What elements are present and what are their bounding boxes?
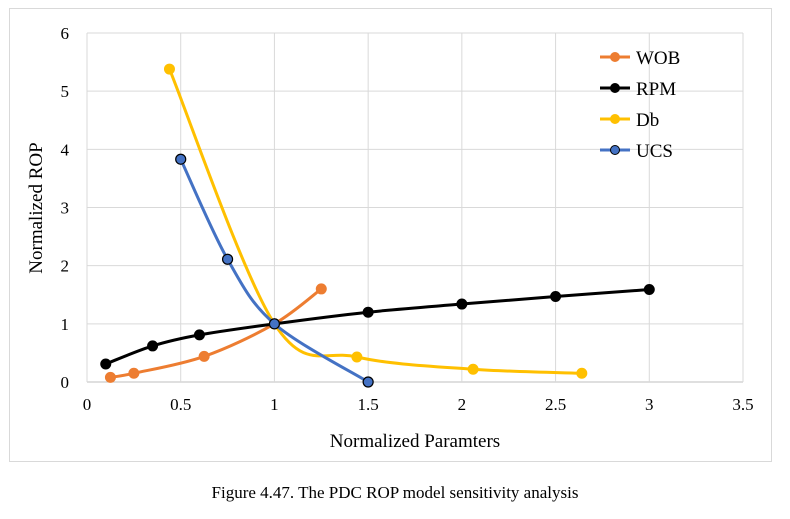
series-line-ucs xyxy=(179,157,370,384)
x-tick-label: 1.5 xyxy=(358,395,379,414)
y-tick-label: 4 xyxy=(61,140,70,159)
data-point-db xyxy=(163,63,175,75)
x-tick-label: 0 xyxy=(83,395,92,414)
data-point-rpm xyxy=(643,284,655,296)
y-tick-label: 6 xyxy=(61,24,70,43)
data-point-ucs xyxy=(268,318,281,330)
y-tick-label: 0 xyxy=(61,373,70,392)
legend-item-db: Db xyxy=(600,110,659,131)
data-point-rpm xyxy=(147,340,159,352)
legend-label: WOB xyxy=(636,48,680,69)
data-point-wob xyxy=(198,350,210,362)
x-tick-label: 0.5 xyxy=(170,395,191,414)
legend-swatch-marker xyxy=(610,114,620,124)
legend-swatch-marker xyxy=(610,145,620,155)
x-tick-label: 2.5 xyxy=(545,395,566,414)
legend-item-wob: WOB xyxy=(600,48,680,69)
legend-item-ucs: UCS xyxy=(600,141,673,162)
grid xyxy=(86,32,744,383)
y-tick-label: 2 xyxy=(61,257,70,276)
data-point-ucs xyxy=(175,153,187,165)
data-point-ucs xyxy=(362,376,374,388)
series-line-db xyxy=(167,67,584,375)
y-tick-label: 1 xyxy=(61,315,70,334)
legend-label: Db xyxy=(636,110,659,131)
sensitivity-chart: 0 0.5 1 1.5 2 2.5 3 3.5 0 1 2 3 4 5 6 Normalized Para… xyxy=(26,24,754,452)
x-tick-labels: 0 0.5 1 1.5 2 2.5 3 3.5 xyxy=(83,395,754,414)
x-tick-label: 3.5 xyxy=(732,395,753,414)
legend-label: UCS xyxy=(636,141,673,162)
data-point-rpm xyxy=(456,298,468,310)
data-point-rpm xyxy=(193,329,205,341)
data-point-rpm xyxy=(550,290,562,302)
data-point-wob xyxy=(128,367,140,379)
legend: WOB RPM Db UCS xyxy=(600,48,680,162)
chart-frame xyxy=(9,8,772,462)
series-points xyxy=(100,63,655,388)
data-point-rpm xyxy=(362,306,374,318)
data-point-rpm xyxy=(100,358,112,370)
data-point-db xyxy=(467,363,479,375)
y-tick-label: 5 xyxy=(61,82,70,101)
x-tick-label: 1 xyxy=(270,395,279,414)
y-axis-title: Normalized ROP xyxy=(26,142,47,273)
series-line-rpm xyxy=(104,288,651,366)
legend-swatch-marker xyxy=(610,52,620,62)
data-point-db xyxy=(576,367,588,379)
x-tick-label: 2 xyxy=(458,395,467,414)
legend-swatch-marker xyxy=(610,83,620,93)
legend-item-rpm: RPM xyxy=(600,79,676,100)
x-axis-title: Normalized Paramters xyxy=(330,431,500,452)
data-point-ucs xyxy=(221,253,234,265)
y-tick-label: 3 xyxy=(61,199,70,218)
figure-caption: Figure 4.47. The PDC ROP model sensitivi… xyxy=(211,483,579,502)
x-tick-label: 3 xyxy=(645,395,654,414)
data-point-wob xyxy=(315,283,327,295)
y-tick-labels: 0 1 2 3 4 5 6 xyxy=(61,24,70,392)
data-point-db xyxy=(351,351,363,363)
series-lines xyxy=(104,67,651,384)
legend-label: RPM xyxy=(636,79,676,100)
data-point-wob xyxy=(104,371,116,383)
